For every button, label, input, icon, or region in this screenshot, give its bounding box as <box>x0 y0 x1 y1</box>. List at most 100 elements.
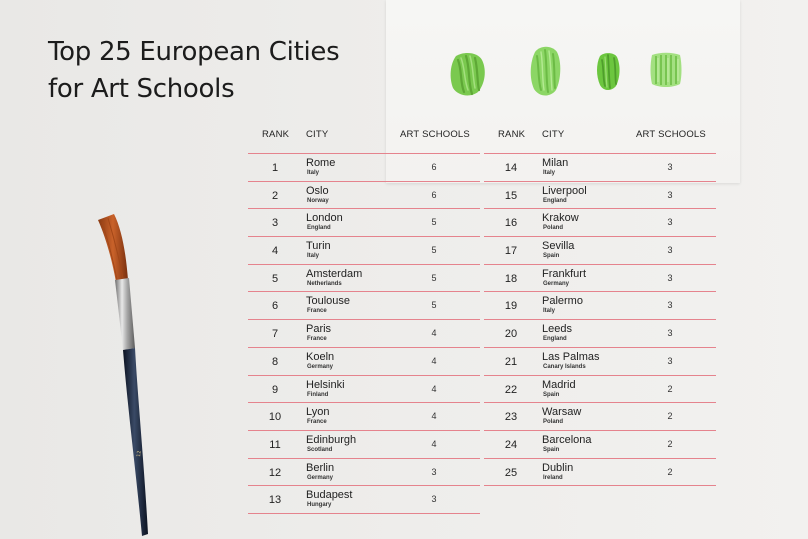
table-row: 10 Lyon France 4 <box>248 403 480 431</box>
country-cell: Italy <box>307 253 320 260</box>
city-cell: Barcelona <box>542 433 592 446</box>
table-row: 5 Amsterdam Netherlands 5 <box>248 265 480 293</box>
page-title: Top 25 European Cities for Art Schools <box>48 34 340 108</box>
ranking-table-right: RANK CITY ART SCHOOLS 14 Milan Italy 3 15 Li… <box>484 129 716 487</box>
table-row: 23 Warsaw Poland 2 <box>484 403 716 431</box>
table-row: 11 Edinburgh Scotland 4 <box>248 431 480 459</box>
svg-text:12: 12 <box>136 450 143 457</box>
rank-cell: 14 <box>504 162 518 174</box>
country-cell: Spain <box>543 391 560 398</box>
header-art-schools: ART SCHOOLS <box>636 129 706 140</box>
country-cell: Italy <box>307 170 320 176</box>
country-cell: Ireland <box>543 474 563 481</box>
city-cell: Liverpool <box>542 184 587 197</box>
rank-cell: 11 <box>269 438 281 451</box>
paint-swatch-1 <box>450 52 485 96</box>
paint-swatch-2 <box>530 46 561 96</box>
rank-cell: 20 <box>504 328 518 341</box>
paint-swatch-3 <box>597 53 620 91</box>
table-rows: 14 Milan Italy 3 15 Liverpool England 3 16 Krak… <box>484 153 716 487</box>
table-row: 20 Leeds England 3 <box>484 320 716 348</box>
rank-cell: 19 <box>504 300 518 313</box>
rank-cell: 4 <box>271 245 279 258</box>
rank-cell: 18 <box>504 272 518 285</box>
city-cell: Toulouse <box>306 295 351 308</box>
art-schools-cell: 3 <box>667 328 673 339</box>
city-cell: Oslo <box>306 184 329 197</box>
table-row: 8 Koeln Germany 4 <box>248 348 480 376</box>
art-schools-cell: 4 <box>431 411 437 422</box>
art-schools-cell: 4 <box>431 328 437 339</box>
rank-cell: 13 <box>268 494 282 507</box>
art-schools-cell: 5 <box>431 245 437 256</box>
art-schools-cell: 5 <box>431 217 437 228</box>
table-row: 19 Palermo Italy 3 <box>484 292 716 321</box>
rank-cell: 6 <box>271 300 279 313</box>
country-cell: Finland <box>307 391 329 398</box>
table-rows: 1 Rome Italy 6 2 Oslo Norway 6 3 London England 5… <box>248 153 480 514</box>
table-row: 6 Toulouse France 5 <box>248 292 480 321</box>
table-row: 2 Oslo Norway 6 <box>248 182 480 210</box>
header-city: CITY <box>542 129 565 140</box>
art-schools-cell: 2 <box>667 411 673 422</box>
country-cell: France <box>307 336 327 343</box>
header-rank: RANK <box>262 129 290 140</box>
title-line-2: for Art Schools <box>48 74 235 104</box>
ranking-table-left: RANK CITY ART SCHOOLS 1 Rome Italy 6 2 Oslo N… <box>248 129 480 514</box>
city-cell: Budapest <box>306 489 353 502</box>
city-cell: Madrid <box>542 378 576 391</box>
rank-cell: 10 <box>268 411 282 424</box>
rank-cell: 9 <box>271 383 279 396</box>
table-row: 14 Milan Italy 3 <box>484 154 716 182</box>
art-schools-cell: 3 <box>431 466 437 477</box>
table-row: 7 Paris France 4 <box>248 320 480 348</box>
table-row: 16 Krakow Poland 3 <box>484 209 716 238</box>
country-cell: Canary Islands <box>543 363 586 370</box>
city-cell: Sevilla <box>542 240 575 253</box>
city-cell: Helsinki <box>306 378 345 391</box>
table-row: 13 Budapest Hungary 3 <box>248 486 480 514</box>
rank-cell: 7 <box>271 328 279 341</box>
table-row: 4 Turin Italy 5 <box>248 237 480 265</box>
country-cell: Spain <box>543 253 560 260</box>
art-schools-cell: 4 <box>431 383 437 394</box>
country-cell: France <box>307 308 327 315</box>
paintbrush-icon: 12 <box>98 214 148 536</box>
title-line-1: Top 25 European Cities <box>48 37 340 67</box>
rank-cell: 3 <box>271 217 279 230</box>
art-schools-cell: 3 <box>667 355 673 366</box>
header-rank: RANK <box>498 129 526 140</box>
table-header: RANK CITY ART SCHOOLS <box>248 129 480 153</box>
rank-cell: 17 <box>504 245 518 258</box>
art-schools-cell: 3 <box>431 494 437 505</box>
city-cell: Krakow <box>542 212 579 225</box>
city-cell: Berlin <box>306 461 335 474</box>
city-cell: Warsaw <box>542 406 582 419</box>
art-schools-cell: 5 <box>431 272 437 283</box>
country-cell: Scotland <box>307 446 333 453</box>
art-schools-cell: 3 <box>667 217 673 228</box>
city-cell: Amsterdam <box>306 267 363 280</box>
table-row: 12 Berlin Germany 3 <box>248 459 480 487</box>
country-cell: Netherlands <box>307 280 342 287</box>
country-cell: Poland <box>543 225 564 232</box>
city-cell: Palermo <box>542 295 583 308</box>
table-row: 1 Rome Italy 6 <box>248 154 480 182</box>
country-cell: Germany <box>543 280 570 287</box>
header-art-schools: ART SCHOOLS <box>400 129 470 140</box>
rank-cell: 8 <box>271 355 279 368</box>
art-schools-cell: 6 <box>431 162 437 172</box>
rank-cell: 5 <box>271 272 279 285</box>
country-cell: Germany <box>307 363 334 370</box>
country-cell: Norway <box>307 197 329 204</box>
rank-cell: 2 <box>271 189 279 202</box>
header-city: CITY <box>306 129 329 140</box>
rank-cell: 16 <box>504 217 518 230</box>
rank-cell: 25 <box>504 466 518 479</box>
art-schools-cell: 3 <box>667 162 673 172</box>
city-cell: Leeds <box>542 323 572 336</box>
art-schools-cell: 4 <box>431 355 437 366</box>
paint-swatch-4 <box>650 52 682 87</box>
country-cell: England <box>543 336 567 343</box>
art-schools-cell: 4 <box>431 438 437 449</box>
